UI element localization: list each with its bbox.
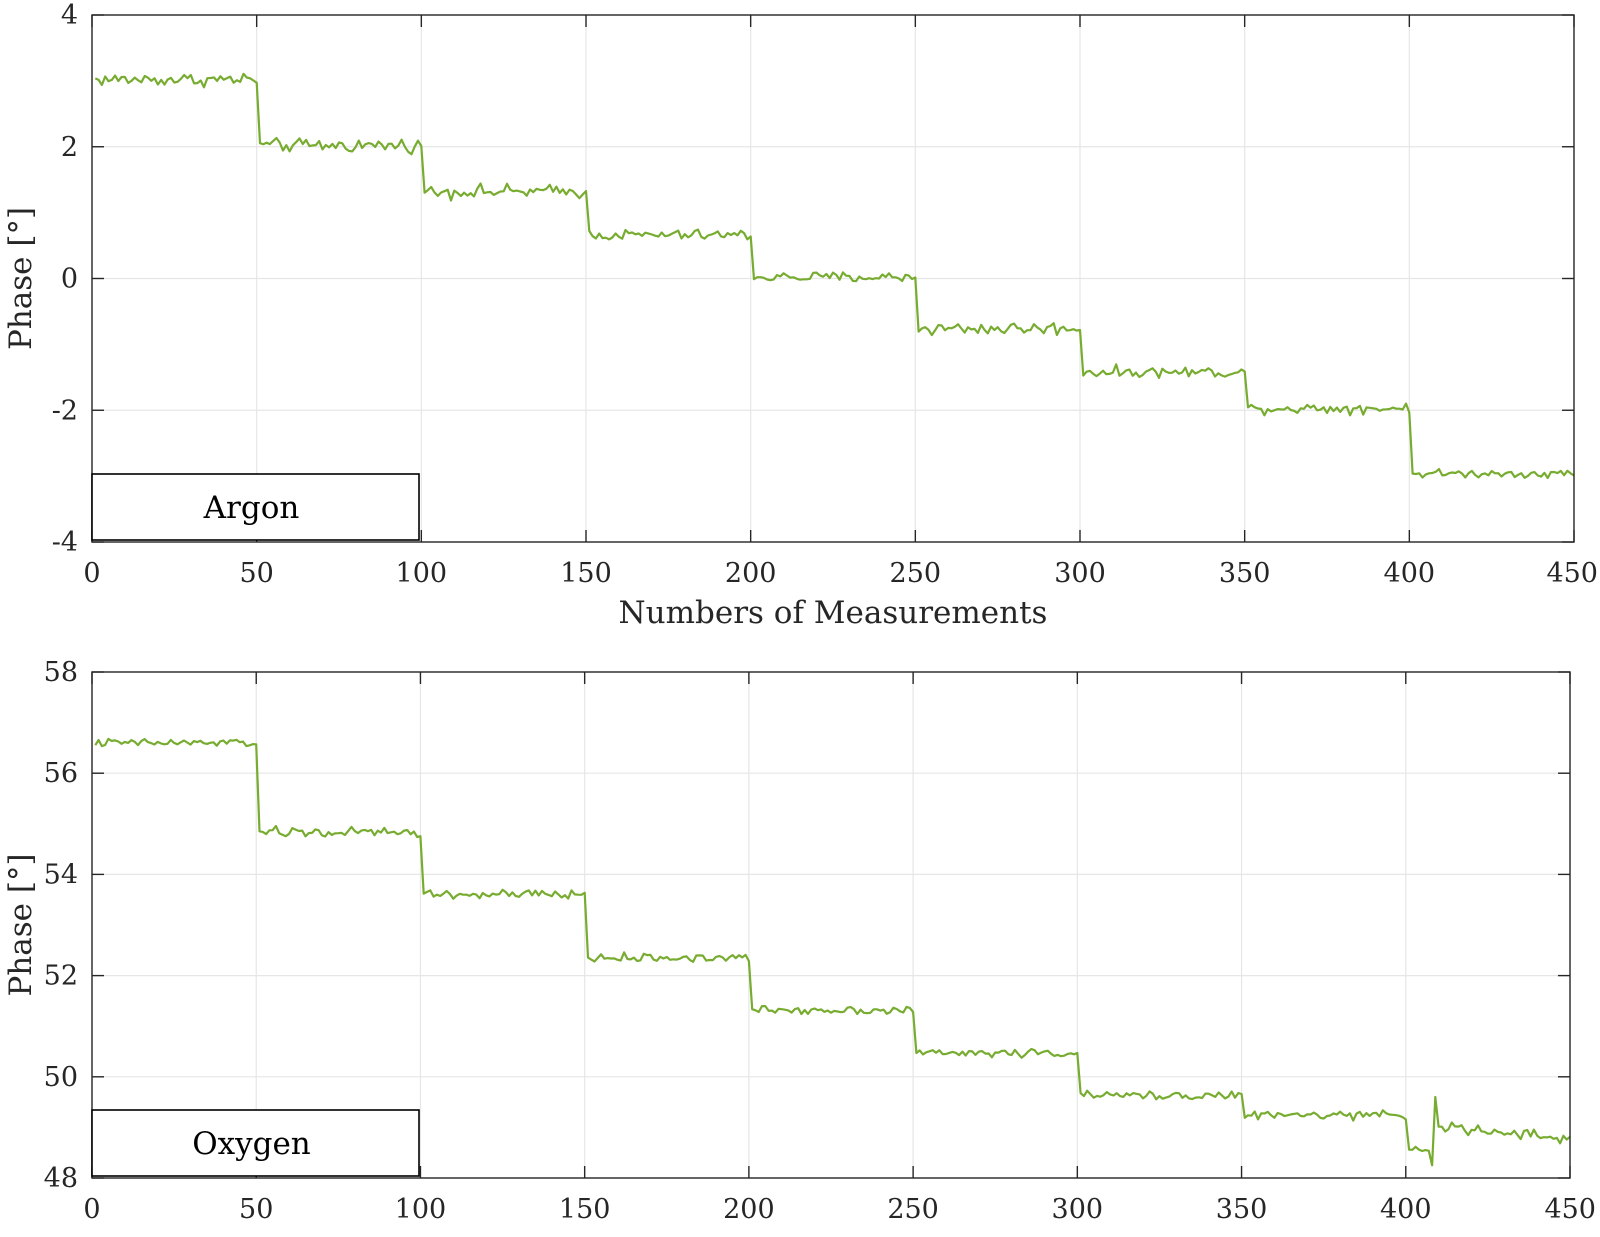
x-tick-label: 50 — [239, 1194, 273, 1225]
y-tick-label: 0 — [61, 264, 78, 295]
x-tick-label: 400 — [1384, 558, 1436, 589]
legend: Oxygen — [91, 1109, 420, 1177]
y-tick-label: 56 — [44, 758, 78, 789]
x-tick-label: 250 — [890, 558, 942, 589]
y-tick-label: -2 — [52, 395, 78, 426]
y-tick-label: 48 — [44, 1163, 78, 1194]
x-tick-label: 200 — [723, 1194, 775, 1225]
y-tick-label: 54 — [44, 859, 78, 890]
series-line-argon — [94, 72, 1575, 480]
y-tick-label: 50 — [44, 1062, 78, 1093]
x-tick-label: 250 — [887, 1194, 939, 1225]
series-line-oxygen — [94, 737, 1571, 1167]
x-tick-label: 200 — [725, 558, 777, 589]
x-tick-label: 350 — [1219, 558, 1271, 589]
x-tick-label: 300 — [1054, 558, 1106, 589]
y-tick-label: -4 — [52, 527, 78, 558]
x-tick-label: 350 — [1216, 1194, 1268, 1225]
y-tick-label: 2 — [61, 132, 78, 163]
x-tick-label: 100 — [396, 558, 448, 589]
x-tick-label: 150 — [559, 1194, 611, 1225]
y-tick-label: 58 — [44, 657, 78, 688]
axes-frame — [91, 671, 1571, 1179]
axes-1: 0 50 100 150 200 250 300 350 400 450 -4 -2 0 2 4 Number… — [3, 0, 1598, 631]
x-tick-label: 50 — [239, 558, 273, 589]
legend-entry: Oxygen — [192, 1126, 311, 1162]
legend-box — [91, 473, 420, 541]
x-tick-label: 150 — [560, 558, 612, 589]
x-axis-label: Numbers of Measurements — [619, 595, 1048, 631]
x-tick-label: 0 — [83, 558, 100, 589]
x-tick-label: 0 — [83, 1194, 100, 1225]
y-axis-label: Phase [°] — [3, 207, 39, 350]
y-tick-label: 52 — [44, 961, 78, 992]
legend: Argon — [91, 473, 420, 541]
legend-box — [91, 1109, 420, 1177]
y-axis-label: Phase [°] — [3, 853, 39, 996]
y-tick-label: 4 — [61, 0, 78, 31]
x-tick-label: 450 — [1544, 1194, 1596, 1225]
axes-2: 0 50 100 150 200 250 300 350 400 450 48 50 52 54 56 58 P… — [3, 657, 1596, 1225]
x-tick-label: 450 — [1546, 558, 1598, 589]
x-tick-label: 300 — [1052, 1194, 1104, 1225]
x-tick-label: 100 — [395, 1194, 447, 1225]
x-tick-label: 400 — [1380, 1194, 1432, 1225]
legend-entry: Argon — [203, 490, 300, 526]
